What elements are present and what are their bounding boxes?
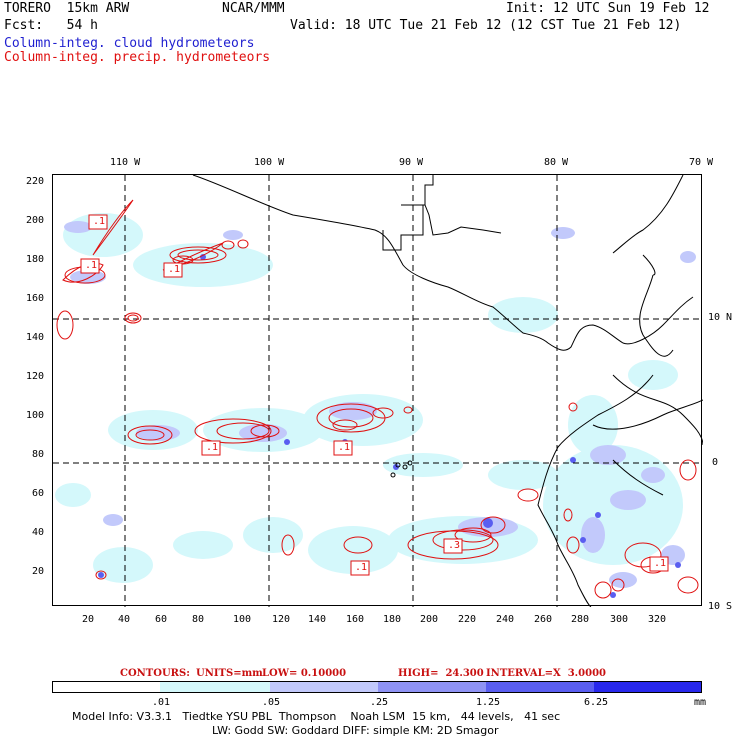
valid-time: Valid: 18 UTC Tue 21 Feb 12 (12 CST Tue … [290, 18, 682, 33]
x-tick: 220 [458, 614, 477, 625]
x-tick: 260 [534, 614, 553, 625]
contours-high: HIGH= 24.300 [398, 668, 484, 679]
contour-label: .1 [338, 442, 351, 453]
lat-label: 10 N [708, 312, 733, 323]
y-tick: 40 [32, 527, 45, 538]
x-tick: 120 [272, 614, 291, 625]
map-panel: .1 .1 .1 .1 .1 .1 .3 .1 [52, 174, 703, 607]
lat-label: 10 S [708, 601, 733, 612]
y-tick: 160 [26, 293, 45, 304]
y-tick: 80 [32, 449, 45, 460]
x-tick: 300 [610, 614, 629, 625]
x-tick: 40 [118, 614, 131, 625]
colorbar-label: 1.25 [476, 697, 501, 708]
contours-title: CONTOURS: [120, 668, 190, 679]
contour-label: .1 [654, 558, 667, 569]
center-label: NCAR/MMM [222, 1, 285, 16]
contour-label: .1 [355, 562, 368, 573]
lon-label: 70 W [689, 157, 714, 168]
x-tick: 20 [82, 614, 95, 625]
contour-label: .1 [206, 442, 219, 453]
model-info-line1: Model Info: V3.3.1 Tiedtke YSU PBL Thomp… [72, 710, 561, 723]
contour-label-boxes [80, 214, 669, 576]
forecast-hour: Fcst: 54 h [4, 18, 98, 33]
lon-label: 100 W [254, 157, 285, 168]
cloud-shading-dark [98, 254, 681, 598]
x-tick: 80 [192, 614, 205, 625]
precip-field-label: Column-integ. precip. hydrometeors [4, 50, 271, 65]
model-info-line2: LW: Godd SW: Goddard DIFF: simple KM: 2D… [212, 724, 499, 737]
lon-label: 110 W [110, 157, 141, 168]
contour-label: .1 [85, 260, 98, 271]
model-title: TORERO 15km ARW [4, 1, 130, 16]
y-tick: 140 [26, 332, 45, 343]
x-tick: 180 [383, 614, 402, 625]
contour-label: .1 [168, 264, 181, 275]
coastline [192, 175, 703, 607]
x-tick: 280 [571, 614, 590, 625]
contours-low: LOW= 0.10000 [262, 668, 347, 679]
colorbar-frame [52, 681, 702, 693]
lon-label: 90 W [399, 157, 424, 168]
y-tick: 100 [26, 410, 45, 421]
init-time: Init: 12 UTC Sun 19 Feb 12 [506, 1, 710, 16]
y-tick: 200 [26, 215, 45, 226]
map-canvas [53, 175, 703, 607]
x-tick: 100 [233, 614, 252, 625]
country-borders [424, 175, 703, 496]
cloud-field-label: Column-integ. cloud hydrometeors [4, 36, 255, 51]
colorbar-label: .01 [152, 697, 171, 708]
x-tick: 200 [420, 614, 439, 625]
y-tick: 180 [26, 254, 45, 265]
y-tick: 220 [26, 176, 45, 187]
lat-label: 0 [712, 457, 719, 468]
lat-lon-grid [53, 175, 703, 607]
y-tick: 60 [32, 488, 45, 499]
contour-label: .3 [448, 540, 461, 551]
x-tick: 60 [155, 614, 168, 625]
precip-contours [56, 199, 699, 599]
contours-units: UNITS=mm [196, 668, 263, 679]
y-tick: 20 [32, 566, 45, 577]
lon-label: 80 W [544, 157, 569, 168]
x-tick: 320 [648, 614, 667, 625]
colorbar-unit: mm [694, 697, 707, 708]
contour-label: .1 [93, 216, 106, 227]
x-tick: 140 [308, 614, 327, 625]
x-tick: 240 [496, 614, 515, 625]
y-tick: 120 [26, 371, 45, 382]
colorbar-label: .05 [262, 697, 281, 708]
x-tick: 160 [346, 614, 365, 625]
colorbar-label: .25 [370, 697, 389, 708]
colorbar-label: 6.25 [584, 697, 609, 708]
contours-interval: INTERVAL=X 3.0000 [486, 668, 606, 679]
